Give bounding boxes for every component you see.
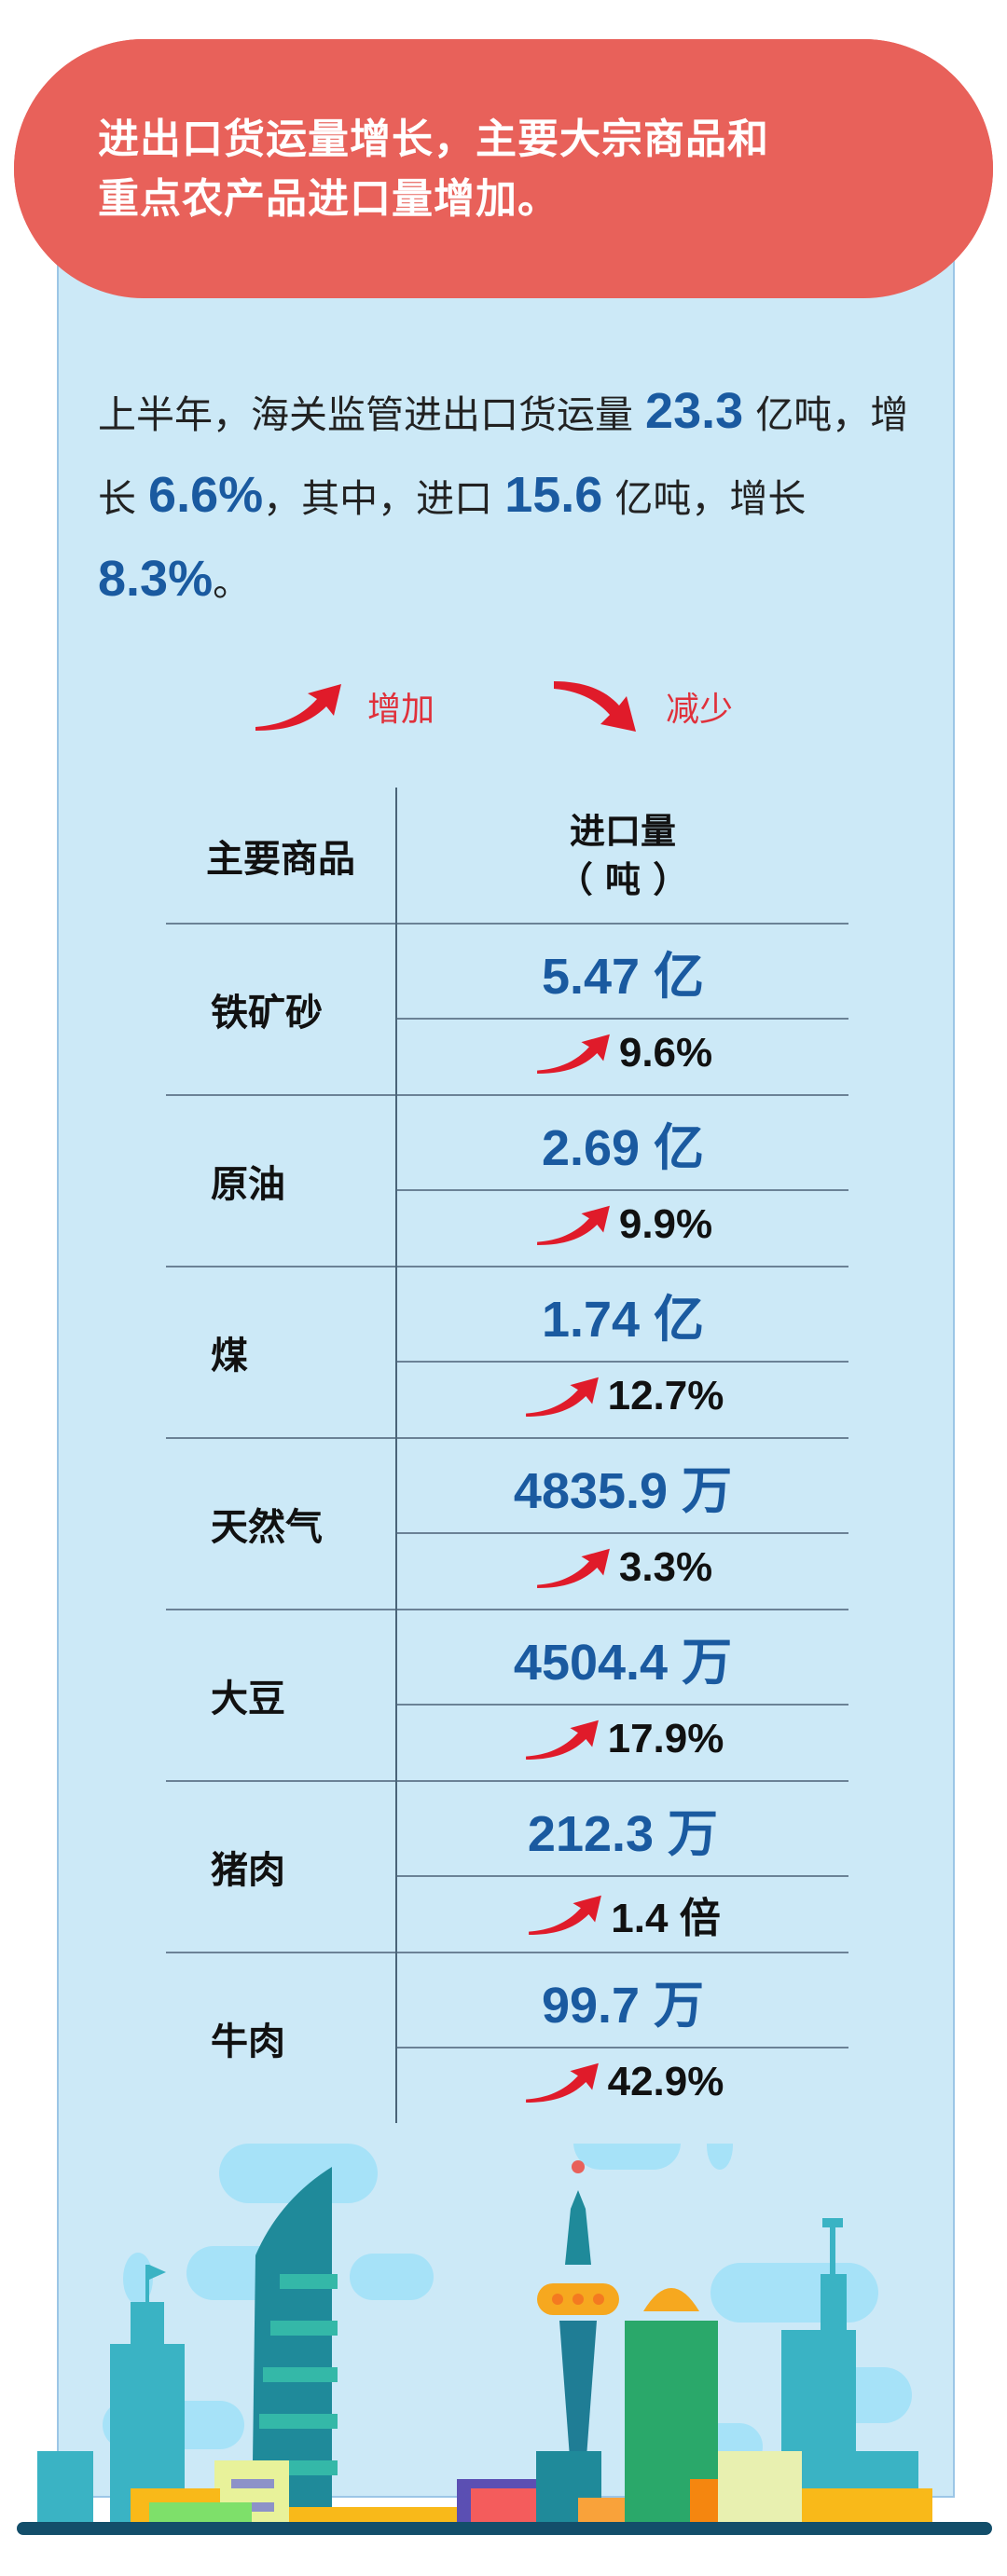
commodity-name: 牛肉: [166, 1952, 397, 2123]
table-row-change: 42.9%: [166, 2047, 848, 2123]
table-row: 原油 2.69 亿: [166, 1094, 848, 1267]
arrow-up-icon: [536, 1548, 610, 1588]
intro-text: ，其中，进口: [263, 476, 493, 521]
intro-text: 上半年，海关监管进出口货运量: [98, 392, 633, 437]
total-growth-value: 6.6%: [148, 467, 264, 523]
arrow-up-icon: [525, 2062, 599, 2103]
commodity-name: 原油: [166, 1094, 397, 1267]
arrow-up-icon: [525, 1720, 599, 1760]
header-banner-overlay: [14, 39, 993, 298]
arrow-up-icon: [529, 1895, 602, 1935]
table-row: 煤 1.74 亿: [166, 1266, 848, 1438]
import-volume: 2.69 亿: [396, 1094, 848, 1190]
table-row-change: 9.9%: [166, 1189, 848, 1267]
growth-cell: 42.9%: [396, 2047, 848, 2123]
legend-decrease: 减少: [550, 678, 733, 734]
import-volume: 1.74 亿: [396, 1266, 848, 1362]
total-volume-value: 23.3: [645, 383, 744, 439]
growth-value: 9.6%: [618, 1030, 713, 1076]
commodity-name: 铁矿砂: [166, 923, 397, 1095]
growth-cell: 17.9%: [396, 1704, 848, 1781]
arrow-down-icon: [554, 681, 636, 732]
header-title-line2: 重点农产品进口量增加。: [98, 175, 559, 223]
legend-decrease-label: 减少: [666, 691, 734, 729]
import-volume: 5.47 亿: [396, 923, 848, 1019]
commodity-name: 天然气: [166, 1437, 397, 1610]
arrow-up-icon: [536, 1205, 610, 1245]
table-row-change: 1.4 倍: [166, 1875, 848, 1953]
intro-text: 。: [213, 560, 252, 605]
growth-cell: 9.9%: [396, 1189, 848, 1267]
import-volume: 4504.4 万: [396, 1609, 848, 1705]
growth-value: 12.7%: [607, 1373, 724, 1418]
table-row: 铁矿砂 5.47 亿: [166, 923, 848, 1095]
commodity-name: 猪肉: [166, 1780, 397, 1953]
growth-cell: 9.6%: [396, 1018, 848, 1095]
intro-text: 亿吨，增长: [614, 476, 807, 521]
table-row-change: 9.6%: [166, 1018, 848, 1095]
import-growth-value: 8.3%: [98, 551, 214, 607]
import-volume-value: 15.6: [504, 467, 603, 523]
arrow-up-icon: [525, 1377, 599, 1417]
import-volume: 99.7 万: [396, 1952, 848, 2048]
growth-cell: 1.4 倍: [396, 1875, 848, 1953]
city-skyline-illustration: [17, 2144, 992, 2535]
legend-increase: 增加: [252, 678, 435, 734]
import-volume: 4835.9 万: [396, 1437, 848, 1533]
arrow-up-icon: [536, 1034, 610, 1074]
growth-cell: 3.3%: [396, 1532, 848, 1610]
import-table: 主要商品 进口量 （ 吨 ） 铁矿砂 5.47 亿 9.6% 原油 2.69 亿…: [166, 788, 848, 2123]
commodity-name: 大豆: [166, 1609, 397, 1781]
intro-paragraph: 上半年，海关监管进出口货运量 23.3 亿吨，增长 6.6%，其中，进口 15.…: [98, 371, 918, 623]
header-title-line1: 进出口货运量增长，主要大宗商品和: [98, 116, 769, 163]
header-commodity: 主要商品: [166, 788, 397, 924]
table-header-row: 主要商品 进口量 （ 吨 ）: [166, 788, 848, 924]
growth-value: 3.3%: [618, 1544, 713, 1590]
growth-value: 42.9%: [607, 2059, 724, 2104]
growth-cell: 12.7%: [396, 1361, 848, 1438]
growth-value: 9.9%: [618, 1201, 713, 1247]
growth-value: 1.4 倍: [611, 1895, 721, 1941]
growth-value: 17.9%: [607, 1716, 724, 1761]
header-volume-line1: 进口量: [569, 810, 676, 852]
table-row: 牛肉 99.7 万: [166, 1952, 848, 2123]
arrow-up-icon: [255, 684, 341, 731]
table-row: 猪肉 212.3 万: [166, 1780, 848, 1953]
commodity-name: 煤: [166, 1266, 397, 1438]
table-row-change: 12.7%: [166, 1361, 848, 1438]
intro-text: 亿吨，增长: [98, 392, 909, 521]
header-volume: 进口量 （ 吨 ）: [396, 788, 848, 924]
import-volume: 212.3 万: [396, 1780, 848, 1876]
table-row: 大豆 4504.4 万: [166, 1609, 848, 1781]
table-row-change: 3.3%: [166, 1532, 848, 1610]
header-title-overlay: 进出口货运量增长，主要大宗商品和 重点农产品进口量增加。: [98, 110, 918, 229]
legend-increase-label: 增加: [367, 691, 435, 729]
table-row: 天然气 4835.9 万: [166, 1437, 848, 1610]
header-volume-line2: （ 吨 ）: [557, 858, 689, 900]
table-row-change: 17.9%: [166, 1704, 848, 1781]
